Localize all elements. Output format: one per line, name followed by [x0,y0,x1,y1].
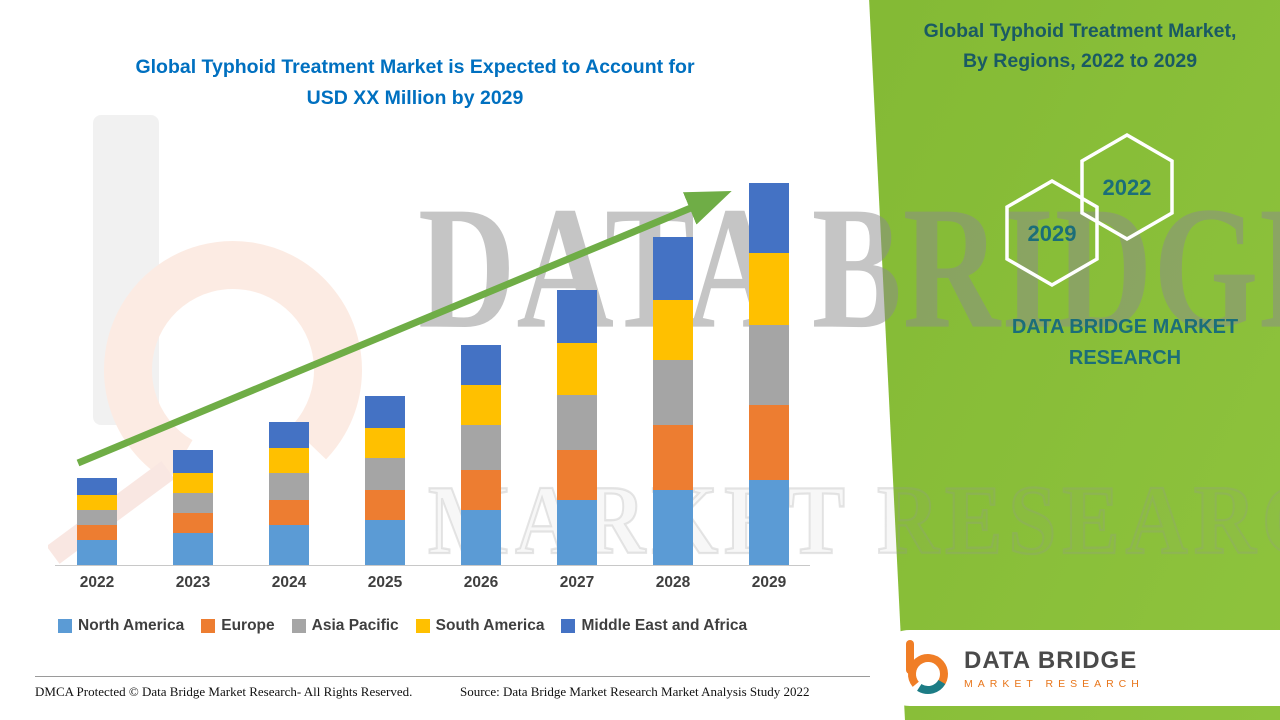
x-tick-label: 2022 [79,574,115,591]
hexagon-2029-label: 2029 [1028,221,1077,246]
bar-segment [557,500,597,565]
legend-item: Asia Pacific [291,617,399,635]
bar-segment [269,525,309,565]
bar-segment [461,470,501,510]
bar-segment [365,428,405,458]
bar-2029 [749,183,789,565]
bar-segment [77,540,117,565]
bar-segment [749,325,789,405]
bar-segment [749,405,789,480]
bar-segment [461,385,501,425]
legend-label: Asia Pacific [311,617,399,634]
bar-segment [77,495,117,510]
side-panel-brand-line2: RESEARCH [1068,347,1182,369]
bar-2023 [173,450,213,565]
hexagon-2022 [1080,132,1174,242]
side-panel-title-line1: Global Typhoid Treatment Market, [923,20,1237,42]
x-tick-label: 2028 [655,574,691,591]
bar-segment [365,490,405,520]
bar-2027 [557,290,597,565]
bar-segment [653,425,693,490]
brand-logo-name: DATA BRIDGE [964,646,1138,674]
legend-label: Europe [221,617,275,634]
footer-divider [35,676,870,677]
bar-segment [749,480,789,565]
legend-swatch [291,619,306,633]
bar-segment [557,450,597,500]
bar-2026 [461,345,501,565]
legend-swatch [58,619,72,633]
bar-segment [365,396,405,428]
legend-swatch [201,619,216,633]
brand-logo-card: DATA BRIDGE MARKET RESEARCH [872,630,1280,706]
x-tick-label: 2024 [271,574,307,591]
bar-segment [749,253,789,325]
side-panel-title-line2: By Regions, 2022 to 2029 [962,50,1198,72]
legend-item: North America [58,617,184,635]
bar-2024 [269,422,309,565]
brand-logo-text: DATA BRIDGE MARKET RESEARCH [964,647,1144,690]
legend-label: North America [78,617,185,634]
x-tick-label: 2025 [367,574,403,591]
bar-segment [461,345,501,385]
bar-segment [269,448,309,473]
chart-title-line1: Global Typhoid Treatment Market is Expec… [135,56,695,78]
bar-segment [365,458,405,490]
bar-segment [365,520,405,565]
bar-segment [557,343,597,395]
bar-segment [653,490,693,565]
legend-item: South America [415,617,545,635]
bar-segment [653,360,693,425]
side-panel-brand: DATA BRIDGE MARKET RESEARCH [940,312,1280,374]
bar-segment [269,500,309,525]
brand-logo-icon [906,640,948,694]
x-tick-label: 2027 [559,574,595,591]
bar-segment [749,183,789,253]
bar-2028 [653,237,693,565]
bar-segment [461,510,501,565]
bar-segment [653,300,693,360]
legend-item: Europe [201,617,275,635]
chart-legend: North America Europe Asia Pacific South Ame… [58,617,747,635]
bar-segment [77,478,117,495]
bar-segment [269,473,309,500]
x-tick-label: 2026 [463,574,499,591]
x-tick-label: 2029 [751,574,787,591]
brand-logo-subtitle: MARKET RESEARCH [964,677,1144,690]
legend-item: Middle East and Africa [561,617,747,635]
hexagon-2022-label: 2022 [1103,175,1152,200]
chart-title: Global Typhoid Treatment Market is Expec… [60,52,770,114]
bar-segment [173,493,213,513]
bar-segment [173,450,213,473]
source-note: Source: Data Bridge Market Research Mark… [460,684,810,699]
bar-segment [653,237,693,300]
year-hexagons: 2029 2022 [1005,132,1174,288]
x-axis-line [55,565,810,566]
bar-2025 [365,396,405,565]
bar-segment [461,425,501,470]
chart-title-line2: USD XX Million by 2029 [306,87,524,109]
legend-swatch [415,619,430,633]
bar-segment [557,290,597,343]
bar-segment [173,473,213,493]
bar-segment [77,525,117,540]
dmca-notice: DMCA Protected © Data Bridge Market Rese… [35,684,413,699]
legend-label: Middle East and Africa [581,617,748,634]
bar-segment [173,533,213,565]
bar-segment [173,513,213,533]
legend-swatch [561,619,576,633]
bar-segment [557,395,597,450]
hexagon-2029 [1005,178,1099,288]
bar-segment [77,510,117,525]
side-panel-brand-line1: DATA BRIDGE MARKET [1011,316,1239,338]
side-panel-title: Global Typhoid Treatment Market, By Regi… [884,16,1276,76]
bar-segment [269,422,309,448]
legend-label: South America [435,617,545,634]
bar-2022 [77,478,117,565]
x-tick-label: 2023 [175,574,211,591]
